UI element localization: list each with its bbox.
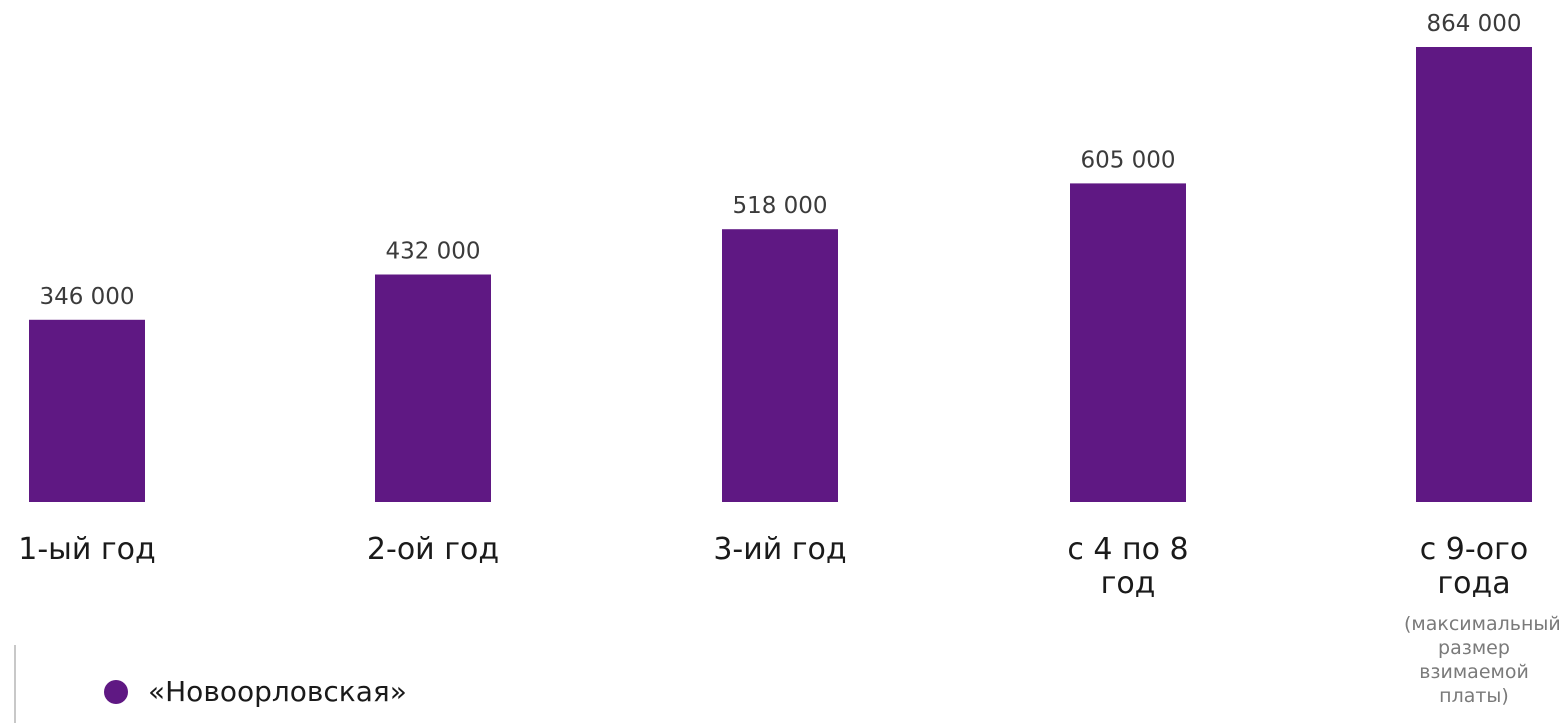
data-label-5: 864 000 bbox=[1426, 11, 1521, 37]
bar-1 bbox=[29, 319, 145, 502]
bar-5 bbox=[1416, 47, 1532, 502]
data-label-2: 432 000 bbox=[385, 239, 480, 265]
data-label-1: 346 000 bbox=[39, 284, 134, 310]
data-label-3: 518 000 bbox=[732, 193, 827, 219]
left-divider bbox=[14, 645, 16, 723]
legend: «Новоорловская» bbox=[104, 675, 407, 708]
category-label-2: 2-ой год bbox=[366, 532, 500, 567]
category-label-1: 1-ый год bbox=[18, 532, 156, 567]
bar-2 bbox=[375, 274, 491, 502]
category-label-4: с 4 по 8 год bbox=[1067, 532, 1189, 601]
legend-item-label: «Новоорловская» bbox=[148, 675, 407, 708]
bar-3 bbox=[722, 229, 838, 503]
category-label-3: 3-ий год bbox=[713, 532, 847, 567]
legend-marker-icon bbox=[104, 679, 128, 704]
category-label-5: с 9-ого года bbox=[1419, 532, 1529, 601]
data-label-4: 605 000 bbox=[1080, 147, 1175, 173]
category-note: (максимальный размер взимаемой платы) bbox=[1404, 613, 1561, 707]
bar-4 bbox=[1070, 183, 1186, 503]
